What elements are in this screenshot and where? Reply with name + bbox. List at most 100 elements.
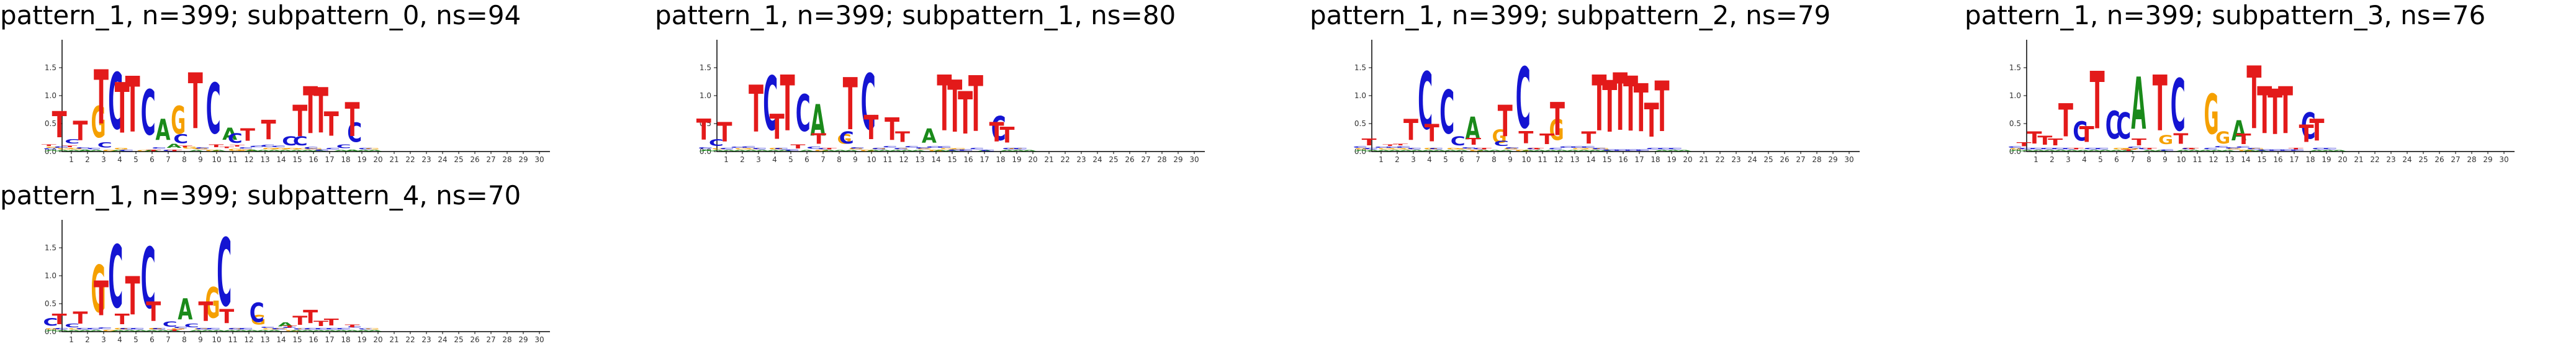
x-tick-label: 4	[117, 155, 122, 164]
x-tick-label: 4	[1427, 155, 1432, 164]
logo-letter-T: T	[115, 68, 130, 150]
x-tick-label: 20	[373, 155, 382, 164]
logo-letter-C: C	[163, 149, 178, 152]
logo-letter-G: G	[240, 149, 254, 152]
logo-letter-G: G	[182, 146, 197, 149]
logo-letter-A: A	[256, 150, 271, 152]
logo-letter-C: C	[2138, 148, 2153, 150]
logo-letter-C: C	[1668, 148, 1683, 150]
logo-letter-C: C	[2214, 145, 2229, 148]
logo-letter-C: C	[228, 130, 243, 147]
logo-letter-C: C	[752, 147, 767, 150]
logo-letter-G: G	[1572, 148, 1587, 150]
logo-letter-A: A	[2320, 150, 2335, 152]
logo-letter-A: A	[278, 321, 293, 327]
logo-letter-A: A	[289, 150, 304, 152]
x-tick-label: 11	[2192, 155, 2202, 164]
y-tick-label: 0.0	[700, 147, 711, 156]
x-tick-label: 2	[2050, 155, 2055, 164]
logo-letter-G: G	[194, 148, 209, 150]
logo-letter-G: G	[91, 98, 106, 148]
logo-letter-C: C	[871, 147, 886, 150]
x-tick-label: 15	[947, 155, 957, 164]
logo-letter-C: C	[2105, 102, 2120, 147]
logo-letter-A: A	[1443, 150, 1458, 152]
logo-letter-A: A	[66, 330, 81, 332]
logo-letter-C: C	[151, 147, 166, 149]
x-tick-label: 3	[1411, 155, 1416, 164]
logo-letter-G: G	[1595, 148, 1610, 150]
logo-letter-C: C	[2007, 146, 2022, 148]
logo-letter-A: A	[300, 330, 315, 332]
logo-letter-C: C	[1635, 149, 1650, 152]
logo-letter-G: G	[929, 149, 943, 152]
logo-letter-T: T	[303, 74, 318, 149]
logo-letter-C: C	[206, 70, 221, 150]
logo-letter-C: C	[2181, 147, 2196, 150]
logo-letter-C: C	[2312, 148, 2326, 150]
logo-letter-C: C	[1548, 148, 1563, 150]
logo-letter-C: C	[260, 144, 275, 148]
logo-letter-T: T	[749, 73, 763, 148]
x-tick-label: 24	[438, 155, 447, 164]
logo-letter-A: A	[1565, 150, 1580, 152]
logo-letter-T: T	[1403, 114, 1418, 147]
logo-letter-A: A	[1421, 150, 1436, 152]
logo-letter-T: T	[770, 107, 785, 147]
x-tick-label: 10	[2176, 155, 2186, 164]
logo-letter-C: C	[817, 147, 832, 150]
logo-letter-A: A	[211, 330, 226, 332]
x-tick-label: 13	[2225, 155, 2234, 164]
logo-letter-T: T	[261, 116, 276, 146]
logo-plot: 0.00.51.01.51 2 3 4 5 6 7 8 9 10 11 12 13 14 15 16 17 18 1…	[43, 219, 550, 344]
logo-letter-T: T	[696, 113, 711, 147]
logo-letter-G: G	[2124, 147, 2139, 150]
logo-letter-T: T	[188, 58, 203, 147]
logo-letter-C: C	[2029, 148, 2044, 150]
logo-letter-C: C	[271, 328, 286, 330]
logo-letter-G: G	[1400, 148, 1415, 150]
logo-letter-C: C	[850, 147, 865, 149]
logo-letter-C: C	[2116, 106, 2131, 148]
logo-letter-C: C	[293, 329, 308, 330]
y-tick-label: 0.0	[45, 147, 56, 156]
logo-letter-G: G	[1492, 126, 1507, 147]
logo-letter-T: T	[1550, 93, 1565, 146]
logo-letter-G: G	[171, 329, 186, 330]
x-tick-label: 15	[292, 155, 302, 164]
x-tick-label: 17	[980, 155, 989, 164]
logo-letter-G: G	[940, 148, 955, 150]
logo-letter-A: A	[356, 150, 371, 152]
logo-letter-T: T	[2173, 130, 2189, 147]
x-tick-label: 9	[198, 335, 203, 344]
x-tick-label: 16	[308, 155, 318, 164]
logo-letter-G: G	[1378, 148, 1393, 150]
x-tick-label: 2	[85, 335, 90, 344]
logo-letter-T: T	[146, 149, 161, 152]
logo-letter-T: T	[345, 93, 359, 147]
logo-letter-C: C	[2062, 147, 2077, 150]
x-tick-label: 5	[133, 155, 138, 164]
x-tick-label: 18	[341, 335, 350, 344]
logo-letter-C: C	[2019, 148, 2033, 150]
logo-letter-C: C	[2094, 147, 2109, 150]
logo-letter-T: T	[2079, 123, 2094, 148]
x-tick-label: 7	[1475, 155, 1480, 164]
logo-letter-A: A	[189, 150, 204, 152]
x-tick-label: 7	[166, 155, 171, 164]
logo-letter-G: G	[297, 148, 312, 150]
logo-letter-T: T	[42, 144, 56, 147]
x-tick-label: 27	[1796, 155, 1805, 164]
logo-letter-G: G	[871, 148, 886, 150]
logo-letter-A: A	[1476, 150, 1491, 152]
logo-letter-T: T	[968, 61, 983, 150]
logo-letter-A: A	[1677, 150, 1691, 152]
logo-letter-T: T	[125, 266, 140, 327]
logo-letter-A: A	[312, 330, 327, 332]
logo-letter-G: G	[1389, 148, 1404, 150]
logo-letter-C: C	[54, 328, 69, 330]
logo-letter-C: C	[1013, 148, 1028, 150]
logo-letter-G: G	[2158, 133, 2173, 147]
logo-letter-C: C	[250, 297, 264, 328]
x-tick-label: 2	[740, 155, 745, 164]
